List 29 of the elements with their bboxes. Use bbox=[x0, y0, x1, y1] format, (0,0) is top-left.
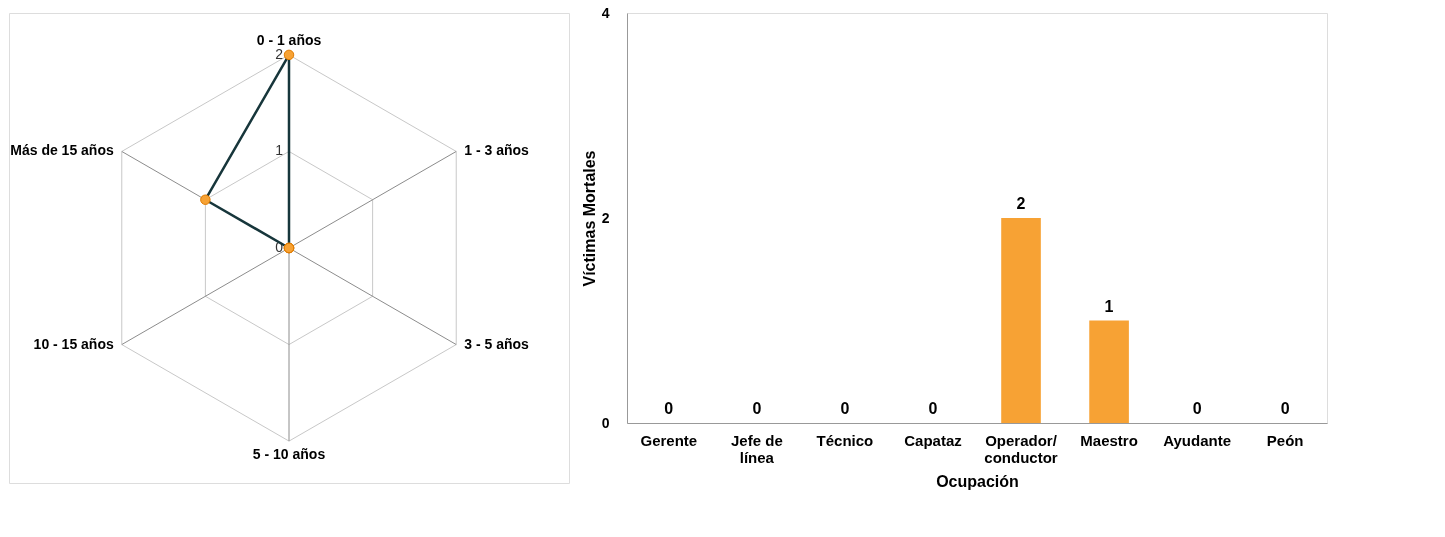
x-axis-title: Ocupación bbox=[936, 472, 1019, 490]
data-label: 0 bbox=[928, 400, 938, 417]
spoke-label: 3 - 5 años bbox=[464, 335, 530, 352]
data-label: 2 bbox=[1016, 195, 1026, 212]
data-label: 0 bbox=[1192, 400, 1202, 417]
x-tick-label: Maestro bbox=[1080, 431, 1138, 449]
data-label: 0 bbox=[840, 400, 850, 417]
spoke-label: 5 - 10 años bbox=[252, 446, 326, 463]
x-tick-label: Operador/ conductor bbox=[984, 431, 1058, 466]
spoke-label: Más de 15 años bbox=[10, 142, 114, 159]
spoke-label: 0 - 1 años bbox=[256, 31, 322, 48]
spoke-label: 1 - 3 años bbox=[464, 142, 530, 159]
y-tick-label: 2 bbox=[275, 45, 284, 62]
y-axis-title: Víctimas Mortales bbox=[580, 150, 598, 287]
data-label: 0 bbox=[664, 400, 674, 417]
y-tick-label: 2 bbox=[601, 209, 610, 226]
y-tick-label: 1 bbox=[275, 142, 284, 159]
x-tick-label: Técnico bbox=[816, 431, 874, 449]
data-label: 0 bbox=[1280, 400, 1290, 417]
x-tick-label: Gerente bbox=[640, 431, 698, 449]
x-tick-label: Ayudante bbox=[1163, 431, 1232, 449]
x-tick-label: Capataz bbox=[904, 431, 962, 449]
x-tick-label: Peón bbox=[1266, 431, 1304, 449]
data-label: 1 bbox=[1104, 297, 1114, 315]
data-label: 0 bbox=[752, 400, 762, 417]
y-tick-label: 4 bbox=[601, 4, 610, 21]
x-tick-label: Jefe de línea bbox=[731, 431, 783, 466]
y-tick-label: 0 bbox=[601, 414, 610, 431]
spoke-label: 10 - 15 años bbox=[33, 335, 114, 352]
